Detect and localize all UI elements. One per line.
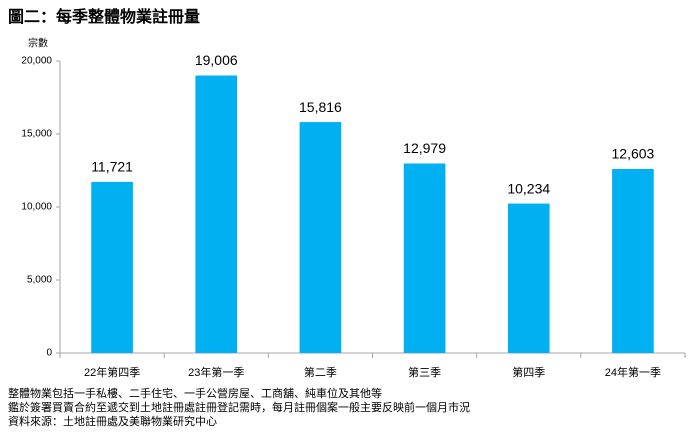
- chart-title: 圖二：每季整體物業註冊量: [8, 7, 200, 26]
- x-tick-label: 24年第一季: [605, 365, 661, 379]
- bar: [195, 75, 238, 354]
- value-label: 10,234: [507, 180, 550, 196]
- y-axis-label: 宗數: [28, 37, 48, 50]
- bar: [91, 181, 133, 353]
- footnote: 整體物業包括一手私樓、二手住宅、一手公營房屋、工商舖、純車位及其他等: [8, 386, 382, 400]
- value-label: 15,816: [299, 99, 342, 115]
- x-tick-label: 第四季: [512, 365, 545, 379]
- x-tick-label: 第三季: [408, 365, 441, 379]
- value-label: 12,979: [403, 140, 446, 156]
- bar: [612, 168, 654, 353]
- x-tick-label: 第二季: [304, 365, 337, 379]
- bar: [299, 122, 342, 354]
- y-tick-label: 20,000: [21, 56, 52, 67]
- y-tick-label: 5,000: [27, 275, 52, 286]
- bar: [403, 163, 446, 353]
- bar: [507, 203, 550, 353]
- value-label: 19,006: [195, 52, 238, 68]
- x-tick-label: 22年第四季: [84, 365, 140, 379]
- value-label: 11,721: [91, 159, 133, 175]
- footnote: 鑑於簽署買賣合約至遞交到土地註冊處註冊登記需時，每月註冊個案一般主要反映前一個月…: [8, 400, 470, 414]
- y-tick-label: 10,000: [21, 202, 52, 213]
- value-label: 12,603: [612, 146, 655, 162]
- footnote: 資料來源：土地註冊處及美聯物業研究中心: [8, 414, 217, 428]
- x-tick-label: 23年第一季: [188, 365, 244, 379]
- y-tick-label: 15,000: [21, 129, 52, 140]
- y-tick-label: 0: [46, 348, 52, 359]
